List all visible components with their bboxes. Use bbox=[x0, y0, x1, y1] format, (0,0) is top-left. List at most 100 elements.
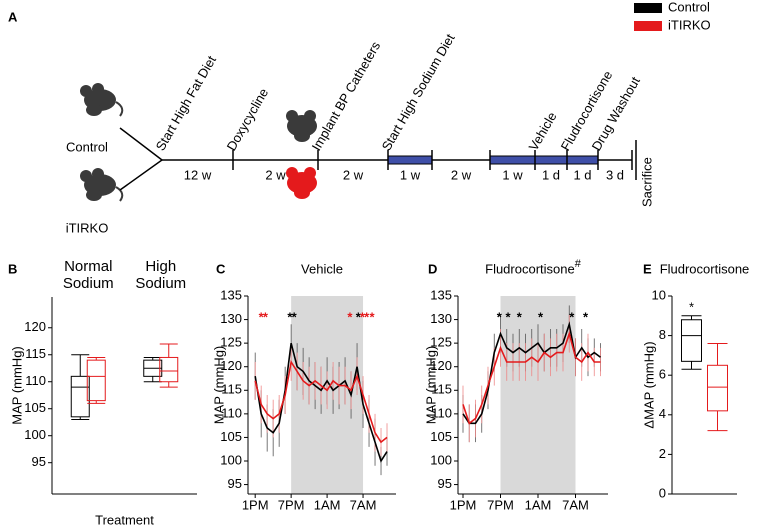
y-tick-label: 115 bbox=[431, 382, 452, 397]
x-tick-label: 7AM bbox=[562, 497, 589, 512]
interval-label: 2 w bbox=[343, 167, 364, 182]
significance-star: * bbox=[364, 309, 370, 324]
category-label: Normal Sodium bbox=[62, 258, 114, 292]
event-label: Implant BP Catheters bbox=[309, 38, 384, 153]
y-tick-label: 100 bbox=[220, 452, 242, 467]
significance-star: * bbox=[583, 309, 589, 324]
box bbox=[159, 356, 179, 383]
fork bbox=[119, 127, 164, 191]
y-tick-label: 100 bbox=[430, 452, 452, 467]
x-tick-label: 7PM bbox=[487, 497, 514, 512]
significance-star: * bbox=[259, 309, 265, 324]
legend-swatch bbox=[634, 3, 662, 13]
y-tick-label: 6 bbox=[659, 367, 666, 382]
panel-title: Vehicle bbox=[301, 261, 343, 276]
box bbox=[681, 319, 702, 362]
y-axis-label: MAP (mmHg) bbox=[9, 346, 24, 424]
significance-star: * bbox=[689, 299, 694, 314]
category-label: High Sodium bbox=[135, 258, 187, 292]
high-sodium-bar bbox=[489, 155, 599, 165]
significance-star: * bbox=[287, 309, 293, 324]
group-label: Control bbox=[66, 139, 108, 154]
x-tick-label: 1PM bbox=[242, 497, 269, 512]
panel-label: C bbox=[216, 261, 226, 276]
y-tick-label: 95 bbox=[228, 476, 242, 491]
legend-label: iTIRKO bbox=[668, 17, 711, 32]
y-tick-label: 115 bbox=[221, 382, 242, 397]
series-line bbox=[254, 359, 388, 444]
y-tick-label: 105 bbox=[220, 429, 242, 444]
significance-star: * bbox=[505, 309, 511, 324]
y-axis-label: ΔMAP (mmHg) bbox=[641, 341, 656, 428]
high-sodium-bar bbox=[387, 155, 433, 165]
y-tick-label: 110 bbox=[431, 405, 452, 420]
legend-label: Control bbox=[668, 0, 710, 14]
x-tick-label: 7PM bbox=[278, 497, 305, 512]
y-tick-label: 100 bbox=[24, 427, 46, 442]
y-tick-label: 135 bbox=[220, 287, 242, 302]
significance-star: * bbox=[263, 309, 269, 324]
panel-label: A bbox=[8, 9, 18, 24]
significance-star: * bbox=[370, 309, 376, 324]
interval-label: 1 w bbox=[502, 167, 523, 182]
x-tick-label: 1PM bbox=[450, 497, 477, 512]
significance-star: * bbox=[292, 309, 298, 324]
legend-swatch bbox=[634, 21, 662, 31]
box bbox=[707, 364, 728, 412]
significance-star: * bbox=[347, 309, 353, 324]
y-tick-label: 130 bbox=[430, 311, 452, 326]
series-line bbox=[462, 321, 601, 425]
y-axis-label: MAP (mmHg) bbox=[211, 346, 226, 424]
y-tick-label: 125 bbox=[430, 335, 452, 350]
series-line bbox=[462, 330, 601, 425]
event-label: Start High Sodium Diet bbox=[379, 31, 458, 153]
panel-label: D bbox=[428, 261, 437, 276]
panel-title: Fludrocortisone# bbox=[485, 258, 582, 277]
interval-label: 1 d bbox=[573, 167, 591, 182]
box bbox=[70, 375, 90, 418]
mouse-icons bbox=[80, 83, 317, 202]
y-tick-label: 10 bbox=[652, 287, 666, 302]
y-tick-label: 110 bbox=[25, 373, 46, 388]
y-tick-label: 115 bbox=[25, 346, 46, 361]
y-tick-label: 0 bbox=[659, 485, 666, 500]
y-tick-label: 95 bbox=[32, 454, 46, 469]
panel-label: B bbox=[8, 261, 17, 276]
significance-star: * bbox=[517, 309, 523, 324]
group-label: iTIRKO bbox=[66, 220, 109, 235]
x-tick-label: 1AM bbox=[525, 497, 552, 512]
series-line bbox=[254, 342, 388, 463]
significance-star: * bbox=[360, 309, 366, 324]
y-tick-label: 110 bbox=[221, 405, 242, 420]
y-axis-label: MAP (mmHg) bbox=[423, 346, 438, 424]
y-tick-label: 8 bbox=[659, 327, 666, 342]
panel-label: E bbox=[643, 261, 652, 276]
x-axis-label: Treatment bbox=[95, 512, 154, 527]
x-tick-label: 7AM bbox=[350, 497, 377, 512]
y-tick-label: 2 bbox=[659, 446, 666, 461]
event-label: Sacrifice bbox=[639, 157, 654, 207]
event-label: Start High Fat Diet bbox=[153, 53, 220, 153]
significance-star: * bbox=[356, 309, 362, 324]
interval-label: 12 w bbox=[184, 167, 212, 182]
y-tick-label: 4 bbox=[659, 406, 666, 421]
interval-label: 2 w bbox=[265, 167, 286, 182]
y-tick-label: 120 bbox=[430, 358, 452, 373]
y-tick-label: 105 bbox=[24, 400, 46, 415]
event-label: Doxycycline bbox=[224, 86, 272, 154]
interval-label: 1 d bbox=[542, 167, 560, 182]
significance-star: * bbox=[497, 309, 503, 324]
box bbox=[86, 359, 106, 402]
y-tick-label: 120 bbox=[220, 358, 242, 373]
y-tick-label: 130 bbox=[220, 311, 242, 326]
significance-star: * bbox=[569, 309, 575, 324]
y-tick-label: 125 bbox=[220, 335, 242, 350]
y-tick-label: 95 bbox=[438, 476, 452, 491]
interval-label: 1 w bbox=[400, 167, 421, 182]
x-tick-label: 1AM bbox=[314, 497, 341, 512]
title-superscript: # bbox=[575, 258, 582, 270]
event-label: Vehicle bbox=[526, 109, 560, 153]
interval-label: 2 w bbox=[451, 167, 472, 182]
